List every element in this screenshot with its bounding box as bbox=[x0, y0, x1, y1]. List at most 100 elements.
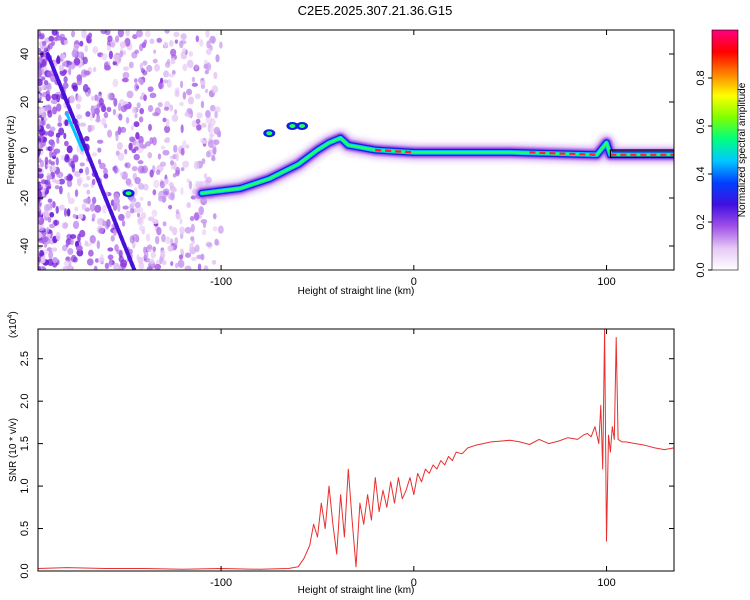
noise-speckle bbox=[162, 149, 170, 156]
noise-speckle bbox=[118, 113, 123, 121]
noise-speckle bbox=[133, 121, 140, 128]
noise-speckle bbox=[92, 46, 99, 54]
noise-speckle bbox=[172, 226, 178, 236]
x-tick-label: 0 bbox=[411, 276, 417, 288]
noise-speckle bbox=[73, 43, 80, 50]
noise-speckle bbox=[67, 248, 74, 255]
noise-speckle bbox=[38, 157, 42, 163]
noise-speckle bbox=[97, 147, 102, 153]
noise-speckle bbox=[113, 229, 117, 237]
noise-speckle bbox=[130, 125, 134, 131]
noise-speckle bbox=[133, 153, 140, 161]
noise-speckle bbox=[134, 82, 139, 92]
noise-speckle bbox=[212, 145, 217, 155]
noise-speckle bbox=[211, 259, 217, 265]
noise-speckle bbox=[52, 165, 57, 171]
noise-speckle bbox=[163, 41, 168, 48]
noise-speckle bbox=[97, 217, 104, 226]
noise-speckle bbox=[106, 218, 111, 228]
spectrogram-y-axis-title: Frequency (Hz) bbox=[6, 116, 17, 185]
noise-speckle bbox=[199, 80, 206, 86]
noise-speckle bbox=[113, 197, 120, 206]
noise-speckle bbox=[39, 250, 45, 257]
noise-speckle bbox=[85, 111, 91, 117]
noise-speckle bbox=[40, 83, 45, 91]
noise-speckle bbox=[106, 106, 112, 113]
noise-speckle bbox=[182, 91, 187, 100]
noise-speckle bbox=[107, 35, 113, 43]
noise-speckle bbox=[91, 213, 96, 220]
noise-speckle bbox=[135, 30, 143, 38]
signal-blob-core bbox=[266, 131, 273, 136]
noise-speckle bbox=[38, 197, 41, 203]
noise-speckle bbox=[194, 244, 200, 253]
noise-speckle bbox=[46, 247, 53, 252]
noise-speckle bbox=[129, 208, 135, 214]
noise-speckle bbox=[125, 162, 131, 169]
noise-speckle bbox=[118, 213, 125, 221]
noise-speckle bbox=[66, 175, 70, 182]
noise-speckle bbox=[46, 44, 50, 52]
noise-speckle bbox=[61, 222, 68, 230]
noise-speckle bbox=[41, 44, 48, 52]
noise-speckle bbox=[180, 80, 184, 89]
y-tick-label: -40 bbox=[19, 238, 31, 254]
noise-speckle bbox=[47, 198, 53, 203]
noise-speckle bbox=[170, 160, 175, 166]
ridge-hot-segment bbox=[529, 151, 597, 156]
noise-speckle bbox=[152, 219, 159, 225]
noise-speckle bbox=[121, 77, 129, 83]
noise-speckle bbox=[94, 107, 100, 115]
noise-speckle bbox=[69, 234, 77, 239]
noise-speckle bbox=[38, 78, 43, 87]
noise-speckle bbox=[132, 106, 137, 114]
noise-speckle bbox=[90, 95, 95, 101]
y-tick-label: 2.0 bbox=[19, 394, 31, 409]
noise-speckle bbox=[76, 114, 83, 120]
noise-speckle bbox=[179, 218, 183, 225]
noise-speckle bbox=[143, 94, 147, 102]
colorbar-label: Normalized spectral amplitude bbox=[737, 82, 748, 217]
ridge-hot-segment bbox=[375, 148, 414, 154]
noise-speckle bbox=[175, 166, 181, 175]
streak-core bbox=[65, 112, 84, 152]
noise-speckle bbox=[201, 158, 206, 165]
noise-speckle bbox=[191, 76, 196, 83]
noise-speckle bbox=[43, 204, 50, 213]
noise-speckle bbox=[165, 137, 171, 143]
noise-speckle bbox=[91, 196, 97, 205]
noise-speckle bbox=[49, 144, 54, 151]
noise-speckle bbox=[62, 266, 70, 270]
noise-speckle bbox=[100, 53, 108, 61]
noise-speckle bbox=[186, 107, 193, 115]
noise-speckle bbox=[149, 169, 154, 178]
noise-speckle bbox=[41, 188, 45, 197]
noise-speckle bbox=[84, 45, 89, 53]
noise-speckle bbox=[104, 262, 110, 270]
noise-speckle bbox=[117, 30, 124, 38]
noise-speckle bbox=[103, 167, 108, 176]
noise-speckle bbox=[58, 178, 66, 185]
noise-speckle bbox=[195, 35, 200, 43]
noise-speckle bbox=[154, 63, 160, 72]
noise-speckle bbox=[113, 165, 118, 174]
noise-speckle bbox=[187, 96, 195, 105]
snr-frame bbox=[37, 328, 675, 572]
noise-speckle bbox=[186, 178, 191, 183]
noise-speckle bbox=[66, 179, 73, 188]
noise-speckle bbox=[48, 35, 55, 42]
noise-speckle bbox=[101, 105, 107, 113]
noise-speckle bbox=[114, 35, 120, 43]
snr-x-axis-title: Height of straight line (km) bbox=[298, 585, 415, 596]
noise-speckle bbox=[174, 237, 179, 246]
noise-speckle bbox=[213, 71, 218, 80]
colorbar: 0.0 0.2 0.4 0.6 0.8 Normalized spectral ampl… bbox=[695, 29, 748, 278]
noise-speckle bbox=[48, 223, 56, 229]
y-tick-label: 0.0 bbox=[19, 563, 31, 578]
noise-speckle bbox=[63, 39, 69, 45]
interference-streak bbox=[45, 52, 137, 270]
noise-speckle bbox=[104, 64, 111, 71]
noise-speckle bbox=[55, 30, 60, 37]
noise-speckle bbox=[190, 236, 195, 242]
